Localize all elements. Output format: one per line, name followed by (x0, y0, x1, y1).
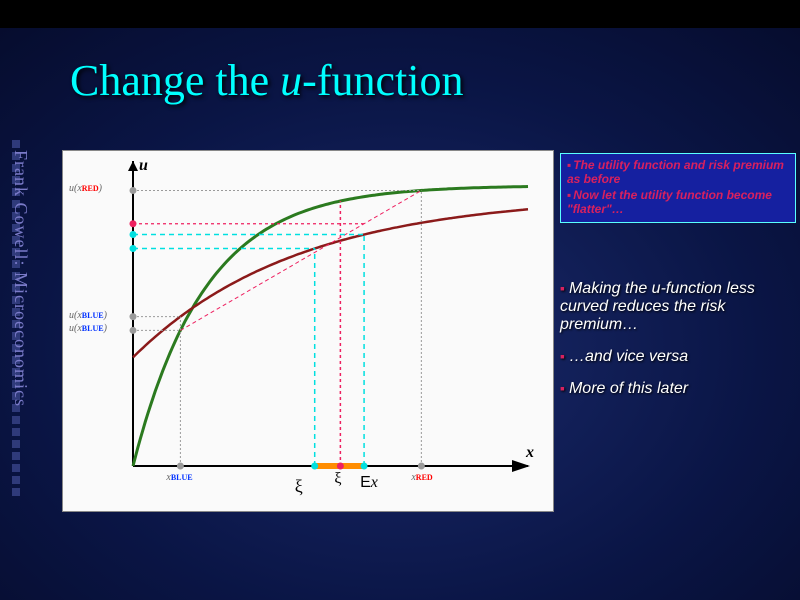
slide-title: Change the u-function (70, 55, 463, 106)
xlabel-xblue: xBLUE (166, 472, 192, 483)
bullet-3: More of this later (560, 380, 785, 398)
title-u-italic: u (280, 56, 302, 105)
title-prefix: Change the (70, 56, 280, 105)
xlabel-x: x (526, 444, 534, 462)
xlabel-Ex: Ex (360, 474, 378, 492)
ylabel-ux-blue-upper: u(xBLUE) (69, 310, 107, 321)
xlabel-xred: xRED (411, 472, 432, 483)
xlabel-xi-new: ξ (295, 476, 303, 497)
slide-root: Frank Cowell: Microeconomics Change the … (0, 0, 800, 600)
top-black-band (0, 0, 800, 28)
title-suffix: -function (302, 56, 463, 105)
info-callout-box: The utility function and risk premium as… (560, 153, 796, 223)
ylabel-ux-blue-lower: u(xBLUE) (69, 323, 107, 334)
side-author-text: Frank Cowell: Microeconomics (10, 150, 31, 407)
ylabel-u: u (139, 157, 148, 175)
side-bullet-list: Making the u-function less curved reduce… (560, 280, 785, 412)
ylabel-ux-red: u(xRED) (69, 183, 102, 194)
chart-svg (63, 151, 553, 511)
bullet-2: …and vice versa (560, 348, 785, 366)
bullet-1: Making the u-function less curved reduce… (560, 280, 785, 334)
info-line-2: Now let the utility function become "fla… (567, 188, 789, 216)
xlabel-xi-old: ξ (334, 470, 341, 488)
info-line-1: The utility function and risk premium as… (567, 158, 789, 186)
utility-chart: u x u(xRED) u(xBLUE) u(xBLUE) xBLUE xRED ξ ξ Ex (62, 150, 554, 512)
